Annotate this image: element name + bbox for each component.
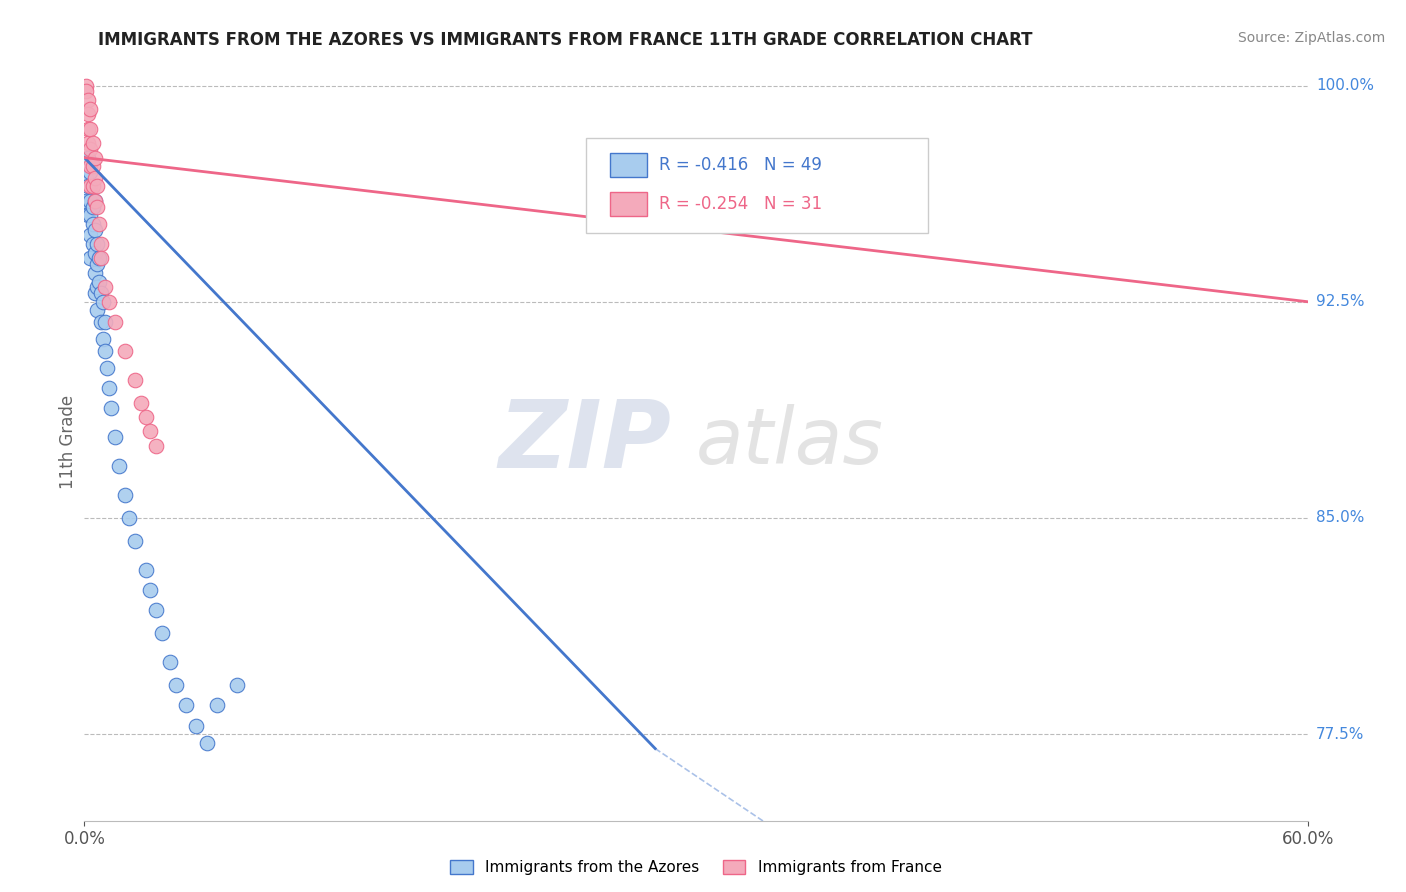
Point <box>77 179 100 194</box>
Point <box>90 237 112 252</box>
Point <box>100 401 122 416</box>
Point <box>118 511 141 525</box>
Bar <box>610 192 647 217</box>
Text: 85.0%: 85.0% <box>1316 510 1364 525</box>
Point <box>86 280 108 294</box>
Point <box>82 179 104 194</box>
Text: R = -0.254   N = 31: R = -0.254 N = 31 <box>659 195 823 213</box>
Point <box>159 655 181 669</box>
Point <box>77 121 100 136</box>
Point <box>83 266 105 280</box>
Point <box>83 245 105 260</box>
FancyBboxPatch shape <box>586 138 928 233</box>
Point <box>135 563 157 577</box>
Point <box>114 343 136 358</box>
Point <box>82 159 104 173</box>
Point <box>83 151 105 165</box>
Text: 77.5%: 77.5% <box>1316 727 1364 741</box>
Point <box>93 280 115 294</box>
Point <box>86 257 108 271</box>
Point <box>91 332 114 346</box>
Point <box>82 217 104 231</box>
Point <box>135 410 157 425</box>
Point <box>145 439 167 453</box>
Point <box>82 237 104 252</box>
Point <box>77 107 100 121</box>
Point <box>77 151 100 165</box>
Point <box>79 165 101 179</box>
Point <box>165 678 187 692</box>
Point <box>138 582 160 597</box>
Point <box>114 488 136 502</box>
Point <box>131 395 153 409</box>
Point <box>79 121 101 136</box>
Point <box>82 200 104 214</box>
Point <box>90 315 112 329</box>
Point <box>96 361 118 376</box>
Y-axis label: 11th Grade: 11th Grade <box>59 394 77 489</box>
Point <box>83 194 105 208</box>
Point <box>145 603 167 617</box>
Point <box>205 698 228 713</box>
Point <box>83 222 105 236</box>
Point <box>186 718 208 732</box>
Point <box>150 626 173 640</box>
Point <box>97 294 120 309</box>
Point <box>75 194 97 208</box>
Point <box>86 200 108 214</box>
Point <box>83 170 105 185</box>
Point <box>108 458 131 473</box>
Text: R = -0.416   N = 49: R = -0.416 N = 49 <box>659 156 823 174</box>
Point <box>77 208 100 222</box>
Point <box>79 194 101 208</box>
Point <box>87 217 110 231</box>
Point <box>93 343 115 358</box>
Point <box>104 430 127 444</box>
Point <box>97 381 120 395</box>
Point <box>138 425 160 439</box>
Point <box>79 142 101 156</box>
Point <box>87 252 110 266</box>
Point <box>75 84 97 98</box>
Point <box>90 252 112 266</box>
Point <box>82 136 104 150</box>
Point <box>86 237 108 252</box>
Point <box>195 736 218 750</box>
Point <box>79 102 101 116</box>
Bar <box>610 153 647 177</box>
Point <box>86 303 108 318</box>
Point <box>174 698 197 713</box>
Point <box>79 228 101 243</box>
Point <box>93 315 115 329</box>
Text: IMMIGRANTS FROM THE AZORES VS IMMIGRANTS FROM FRANCE 11TH GRADE CORRELATION CHAR: IMMIGRANTS FROM THE AZORES VS IMMIGRANTS… <box>98 31 1033 49</box>
Text: atlas: atlas <box>696 403 884 480</box>
Text: Source: ZipAtlas.com: Source: ZipAtlas.com <box>1237 31 1385 45</box>
Point <box>86 179 108 194</box>
Point <box>79 179 101 194</box>
Point <box>75 78 97 93</box>
Point <box>104 315 127 329</box>
Point <box>91 294 114 309</box>
Point <box>226 678 249 692</box>
Text: ZIP: ZIP <box>499 395 672 488</box>
Point <box>79 159 101 173</box>
Text: 92.5%: 92.5% <box>1316 294 1364 310</box>
Point <box>124 534 146 549</box>
Point <box>90 286 112 301</box>
Point <box>79 252 101 266</box>
Point <box>79 208 101 222</box>
Point <box>124 373 146 387</box>
Point <box>87 275 110 289</box>
Text: 100.0%: 100.0% <box>1316 78 1374 93</box>
Point <box>83 194 105 208</box>
Point <box>75 170 97 185</box>
Legend: Immigrants from the Azores, Immigrants from France: Immigrants from the Azores, Immigrants f… <box>444 854 948 881</box>
Point <box>83 286 105 301</box>
Point <box>77 136 100 150</box>
Point <box>77 93 100 107</box>
